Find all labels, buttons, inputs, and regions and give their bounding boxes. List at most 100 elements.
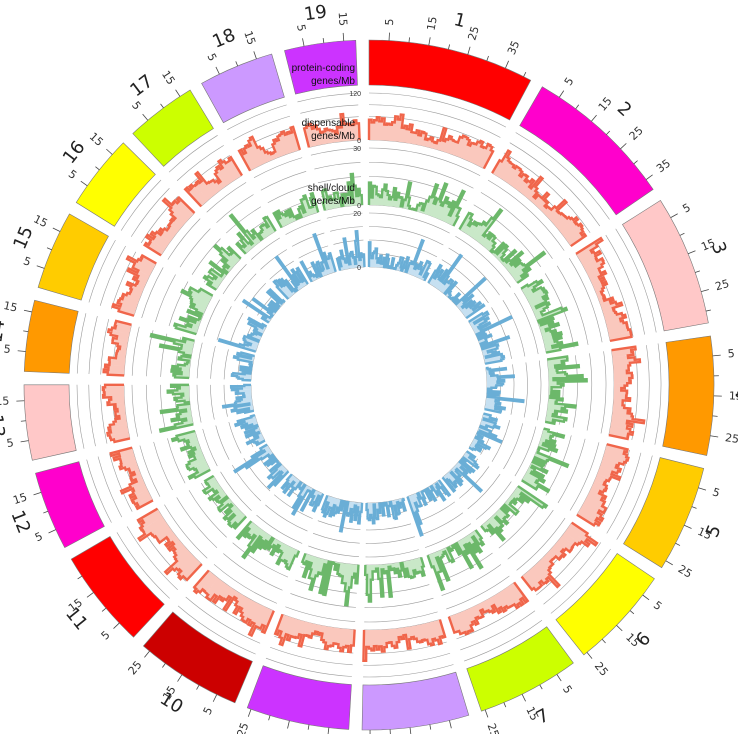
grid-arc bbox=[160, 384, 166, 431]
track-line-3 bbox=[272, 255, 309, 300]
track-line-1 bbox=[491, 148, 588, 248]
grid-arc bbox=[88, 384, 96, 447]
grid-arc bbox=[267, 184, 311, 203]
tick-mark bbox=[409, 727, 412, 734]
grid-arc bbox=[216, 194, 254, 223]
grid-arc bbox=[514, 426, 537, 477]
grid-arc bbox=[317, 176, 362, 184]
tick-mark bbox=[620, 143, 627, 150]
tick-mark bbox=[705, 309, 711, 312]
tick-mark bbox=[428, 37, 431, 46]
grid-arc bbox=[568, 258, 603, 343]
chromosome-label-19: 19 bbox=[303, 1, 329, 25]
grid-arc bbox=[210, 345, 216, 379]
tick-mark bbox=[429, 724, 432, 730]
tick-label: 15 bbox=[31, 212, 49, 230]
tick-mark bbox=[175, 89, 181, 97]
grid-arc bbox=[145, 384, 152, 434]
grid-arc bbox=[491, 307, 512, 359]
grid-arc bbox=[502, 300, 526, 357]
grid-arc bbox=[321, 190, 362, 197]
chromosome-label-6: 6 bbox=[632, 628, 655, 651]
grid-arc bbox=[364, 584, 430, 594]
track-line-3 bbox=[367, 238, 432, 282]
grid-arc bbox=[176, 145, 224, 181]
grid-arc bbox=[317, 520, 361, 531]
grid-arc bbox=[215, 425, 230, 460]
grid-arc bbox=[608, 350, 615, 436]
track-line-3 bbox=[484, 366, 525, 414]
grid-arc bbox=[223, 384, 228, 417]
track-fill-2 bbox=[160, 384, 194, 432]
grid-arc bbox=[164, 504, 208, 559]
track-fill-1 bbox=[138, 508, 202, 580]
track-line-3 bbox=[230, 351, 255, 382]
grid-arc bbox=[654, 343, 662, 445]
grid-arc bbox=[227, 104, 287, 130]
grid-arc bbox=[537, 360, 542, 421]
grid-arc bbox=[368, 239, 438, 258]
grid-arc bbox=[487, 179, 565, 251]
grid-arc bbox=[516, 517, 566, 571]
tick-mark bbox=[503, 702, 507, 708]
track-line-3 bbox=[427, 253, 487, 320]
grid-arc bbox=[256, 514, 303, 544]
grid-arc bbox=[196, 384, 202, 423]
tick-mark bbox=[86, 592, 94, 598]
tick-mark bbox=[591, 114, 597, 122]
grid-arc bbox=[153, 441, 173, 491]
grid-arc bbox=[290, 593, 356, 608]
chromosome-label-11: 11 bbox=[61, 603, 92, 634]
track-line-2 bbox=[480, 485, 549, 542]
track-label-layer: protein-coding genes/Mb 120 0 dispensable gen… bbox=[292, 63, 361, 272]
grid-arc bbox=[364, 611, 438, 623]
grid-arc bbox=[177, 605, 256, 655]
track-line-1 bbox=[520, 521, 599, 592]
tick-mark bbox=[710, 435, 719, 438]
tick-label: 15 bbox=[425, 15, 440, 31]
grid-arc bbox=[420, 512, 464, 536]
track-line-2 bbox=[149, 332, 195, 380]
ideogram-chr-6 bbox=[555, 553, 655, 656]
track-line-2 bbox=[363, 556, 426, 603]
track-fill-3 bbox=[369, 240, 431, 281]
grid-arc bbox=[100, 384, 108, 444]
track-label-line: genes/Mb bbox=[311, 196, 355, 207]
grid-arc bbox=[176, 497, 218, 549]
ideogram-chr-4 bbox=[662, 335, 715, 456]
grid-arc bbox=[441, 259, 489, 303]
grid-arc bbox=[600, 351, 607, 434]
track-line-3 bbox=[233, 413, 266, 447]
tick-label: 25 bbox=[126, 658, 145, 677]
grid-arc bbox=[168, 135, 218, 173]
grid-arc bbox=[446, 575, 510, 610]
grid-arc bbox=[576, 444, 608, 515]
tick-mark bbox=[575, 104, 580, 110]
track-fill-2 bbox=[521, 428, 568, 492]
tick-label: 5 bbox=[727, 347, 735, 361]
grid-arc bbox=[206, 182, 247, 213]
chromosome-label-17: 17 bbox=[126, 71, 157, 102]
tick-mark bbox=[247, 709, 252, 717]
grid-arc bbox=[213, 475, 247, 517]
tick-label: 15 bbox=[729, 389, 738, 402]
tick-label: 5 bbox=[6, 436, 15, 450]
track-label-line: protein-coding bbox=[292, 63, 355, 74]
ideogram-chr-16 bbox=[75, 142, 156, 227]
ideogram-chr-3 bbox=[622, 200, 709, 332]
tick-mark bbox=[106, 148, 113, 155]
grid-arc bbox=[141, 267, 164, 319]
tick-mark bbox=[684, 524, 692, 529]
tick-label: 5 bbox=[560, 683, 575, 696]
grid-arc bbox=[269, 646, 353, 666]
tick-mark bbox=[712, 354, 721, 357]
track-line-1 bbox=[237, 125, 302, 172]
track-line-2 bbox=[521, 427, 570, 494]
grid-arc bbox=[521, 522, 572, 577]
tick-mark bbox=[484, 709, 489, 718]
grid-arc bbox=[300, 104, 359, 114]
track-axis-max: 20 bbox=[353, 211, 361, 218]
tick-mark bbox=[48, 529, 56, 534]
grid-arc bbox=[523, 362, 528, 418]
track-line-1 bbox=[183, 155, 243, 208]
